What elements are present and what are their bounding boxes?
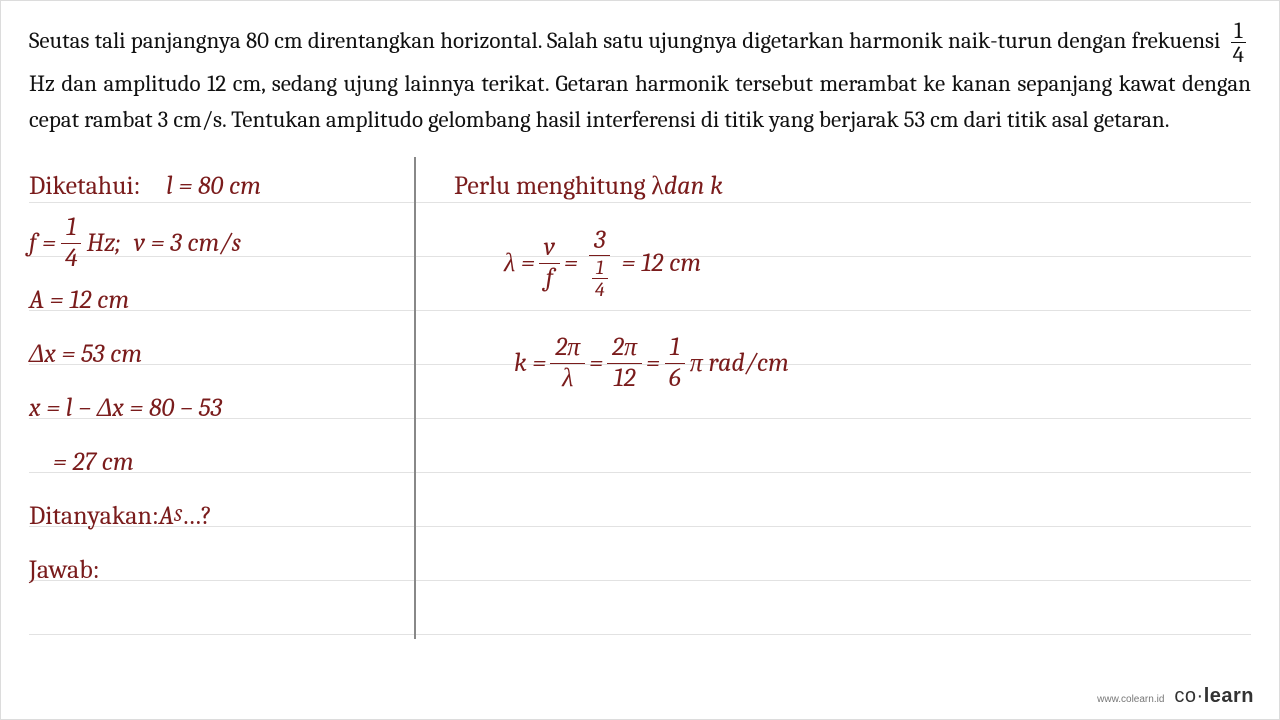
footer: www.colearn.id co·learn bbox=[1097, 685, 1254, 708]
answer-label: Jawab: bbox=[29, 543, 414, 597]
given-x-result: = 27 cm bbox=[29, 435, 414, 489]
lambda-frac-vf: v f bbox=[539, 233, 560, 293]
work-area: Diketahui: l = 80 cm f = 1 4 Hz; v = 3 c… bbox=[29, 149, 1251, 639]
x-expr: x = l − Δx = 80 − 53 bbox=[29, 393, 222, 423]
lambda-v: v bbox=[539, 233, 560, 263]
lambda-result: = 12 cm bbox=[622, 248, 702, 278]
calc-header-text: Perlu menghitung λ bbox=[454, 171, 664, 201]
given-l: l = 80 cm bbox=[166, 171, 261, 201]
k-1: 1 bbox=[665, 333, 685, 363]
frac-denominator: 4 bbox=[1230, 43, 1247, 66]
label-diketahui: Diketahui: bbox=[29, 171, 166, 201]
eq2: = bbox=[589, 348, 603, 378]
footer-url: www.colearn.id bbox=[1097, 694, 1164, 705]
given-dx: Δx = 53 cm bbox=[29, 327, 414, 381]
f-equals: f = bbox=[29, 228, 56, 258]
lambda-frac-numeric: 3 1 4 bbox=[582, 226, 618, 301]
footer-brand: co·learn bbox=[1174, 685, 1254, 708]
dx-value: Δx = 53 cm bbox=[29, 339, 142, 369]
eq1: = bbox=[564, 248, 578, 278]
k-frac-3: 1 6 bbox=[664, 333, 686, 393]
f-den: 4 bbox=[60, 244, 83, 273]
f-fraction: 1 4 bbox=[60, 213, 83, 273]
problem-fraction: 1 4 bbox=[1230, 19, 1247, 66]
k-lambda: λ bbox=[557, 364, 578, 393]
k-result: π rad/cm bbox=[690, 348, 789, 378]
lambda-equation: λ = v f = 3 1 4 = 12 cm bbox=[454, 213, 1251, 313]
given-f-v: f = 1 4 Hz; v = 3 cm/s bbox=[29, 213, 414, 273]
lambda-lhs: λ = bbox=[504, 248, 535, 278]
right-column: Perlu menghitung λ dan k λ = v f = 3 1 4 bbox=[414, 149, 1251, 639]
nested-4: 4 bbox=[591, 279, 609, 300]
frac-numerator: 1 bbox=[1231, 19, 1245, 43]
x-result: = 27 cm bbox=[53, 447, 134, 477]
label-ditanyakan: Ditanyakan: bbox=[29, 501, 159, 531]
f-num: 1 bbox=[61, 213, 81, 243]
k-lhs: k = bbox=[514, 348, 546, 378]
calc-header-italic: dan k bbox=[664, 171, 723, 201]
calc-header: Perlu menghitung λ dan k bbox=[454, 159, 1251, 213]
nested-1: 1 bbox=[592, 257, 608, 279]
k-frac-1: 2π λ bbox=[550, 333, 585, 393]
asked-subscript: S bbox=[174, 505, 182, 526]
given-x-expr: x = l − Δx = 80 − 53 bbox=[29, 381, 414, 435]
left-column: Diketahui: l = 80 cm f = 1 4 Hz; v = 3 c… bbox=[29, 149, 414, 639]
asked: Ditanyakan: AS …? bbox=[29, 489, 414, 543]
lambda-3: 3 bbox=[589, 226, 610, 256]
problem-text-1: Seutas tali panjangnya 80 cm direntangka… bbox=[29, 27, 1226, 54]
vertical-separator bbox=[414, 157, 416, 639]
page: Seutas tali panjangnya 80 cm direntangka… bbox=[0, 0, 1280, 720]
a-value: A = 12 cm bbox=[29, 285, 129, 315]
eq3: = bbox=[646, 348, 660, 378]
brand-co: co· bbox=[1174, 685, 1203, 707]
k-2pi-2: 2π bbox=[607, 333, 642, 363]
label-jawab: Jawab: bbox=[29, 555, 100, 585]
k-6: 6 bbox=[664, 364, 686, 393]
asked-dots: …? bbox=[181, 501, 212, 531]
k-12: 12 bbox=[608, 364, 640, 393]
problem-statement: Seutas tali panjangnya 80 cm direntangka… bbox=[29, 19, 1251, 137]
given-header: Diketahui: l = 80 cm bbox=[29, 159, 414, 213]
lambda-den-nested: 1 4 bbox=[582, 256, 618, 301]
asked-symbol: A bbox=[159, 501, 174, 531]
k-frac-2: 2π 12 bbox=[607, 333, 642, 393]
nested-frac: 1 4 bbox=[591, 257, 609, 300]
k-equation: k = 2π λ = 2π 12 = 1 6 π rad/cm bbox=[454, 313, 1251, 413]
problem-text-2: Hz dan amplitudo 12 cm, sedang ujung lai… bbox=[29, 70, 1251, 133]
lambda-f: f bbox=[541, 264, 558, 293]
given-a: A = 12 cm bbox=[29, 273, 414, 327]
f-units-v: Hz; v = 3 cm/s bbox=[87, 228, 241, 258]
brand-learn: learn bbox=[1204, 685, 1254, 707]
k-2pi-1: 2π bbox=[550, 333, 585, 363]
